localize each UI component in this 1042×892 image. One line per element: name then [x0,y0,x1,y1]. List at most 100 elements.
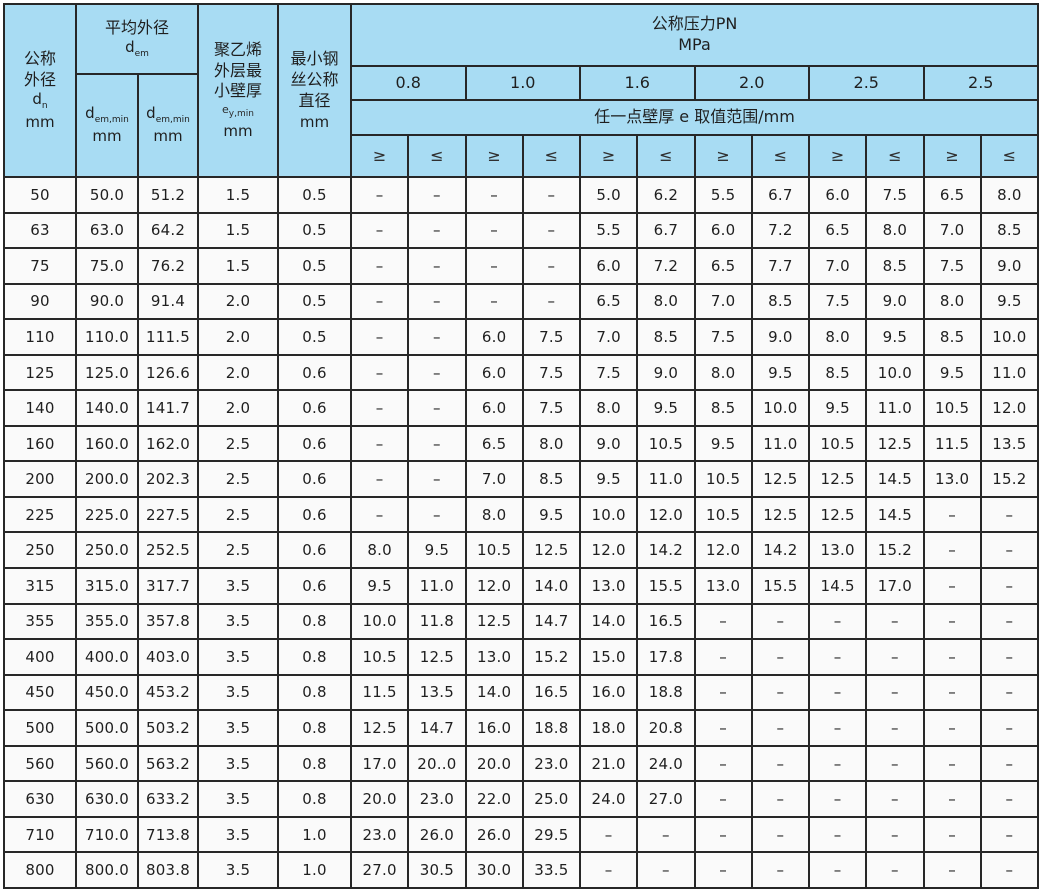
cell-e-value: 10.5 [695,497,753,534]
cell-e-value: – [810,853,868,889]
header-pn-title: 公称压力PN MPa [352,5,1039,67]
cell-e-value: 8.5 [981,213,1039,250]
cell-e-value: – [867,817,925,854]
cell-e-value: 11.8 [409,604,467,641]
cell-pe-min-wall: 2.5 [199,533,279,570]
cell-dem-min: 500.0 [77,711,139,747]
cell-e-value: 26.0 [466,817,524,854]
cell-e-value: 14.0 [466,675,524,712]
cell-pe-min-wall: 1.5 [199,178,279,214]
cell-e-value: 12.5 [810,497,868,534]
cell-e-value: – [352,178,410,214]
cell-e-value: – [981,569,1039,605]
cell-wire-dia: 0.6 [279,497,352,534]
cell-wire-dia: 0.8 [279,675,352,712]
cell-dem-max: 91.4 [139,284,199,321]
cell-e-value: 14.0 [523,569,581,605]
cell-e-value: 8.5 [695,391,753,427]
cell-pe-min-wall: 3.5 [199,782,279,818]
cell-e-value: 5.5 [581,213,639,250]
cell-dn: 500 [5,711,77,747]
cell-e-value: – [409,249,467,285]
cell-dem-min: 140.0 [77,391,139,427]
cell-e-value: – [409,391,467,427]
cell-e-value: 23.0 [523,746,581,783]
cell-dem-max: 803.8 [139,853,199,889]
cell-e-value: 23.0 [409,782,467,818]
cell-e-value: 7.0 [924,213,982,250]
cell-e-value: – [981,640,1039,676]
cell-e-value: 22.0 [466,782,524,818]
cell-e-value: 7.5 [924,249,982,285]
cell-e-value: – [810,675,868,712]
pipe-spec-table: 公称 外径 dn mm 平均外径 dem dem,min mm dem,min … [3,3,1039,889]
header-pe-layer-symbol: ey,min [222,103,254,120]
cell-e-value: 6.0 [581,249,639,285]
cell-dn: 450 [5,675,77,712]
cell-e-value: – [523,213,581,250]
cell-e-value: – [523,178,581,214]
cell-e-value: – [352,320,410,356]
cell-e-value: 21.0 [581,746,639,783]
header-pn-unit: MPa [678,35,711,54]
cell-dem-min: 50.0 [77,178,139,214]
cell-e-value: – [867,711,925,747]
cell-e-value: 6.0 [466,320,524,356]
cell-pe-min-wall: 1.5 [199,249,279,285]
cell-wire-dia: 0.5 [279,284,352,321]
cell-e-value: 8.0 [523,426,581,463]
cell-e-value: – [752,640,810,676]
cell-e-value: 8.0 [981,178,1039,214]
cell-e-value: 12.5 [466,604,524,641]
cell-e-value: 24.0 [581,782,639,818]
cell-dem-min: 250.0 [77,533,139,570]
header-dem-min-1-unit: mm [92,126,122,145]
cell-e-value: 12.5 [867,426,925,463]
cell-dem-max: 126.6 [139,355,199,392]
cell-e-value: 8.5 [523,462,581,498]
cell-e-value: 9.5 [581,462,639,498]
cell-pe-min-wall: 3.5 [199,569,279,605]
cell-e-value: 16.5 [638,604,696,641]
cell-dn: 200 [5,462,77,498]
cell-e-value: – [638,817,696,854]
cell-e-value: 10.5 [810,426,868,463]
cell-e-value: 7.2 [752,213,810,250]
cell-e-value: 9.5 [810,391,868,427]
cell-e-value: 10.5 [924,391,982,427]
cell-e-value: – [752,782,810,818]
cell-e-value: 8.0 [924,284,982,321]
cell-e-value: – [924,782,982,818]
cell-e-value: 12.0 [695,533,753,570]
header-dem-min-1-symbol: dem,min [85,103,129,125]
cell-e-value: 7.5 [581,355,639,392]
cell-e-value: – [810,604,868,641]
header-pn-2.0: 2.0 [695,67,810,101]
cell-dem-max: 64.2 [139,213,199,250]
cell-dn: 630 [5,782,77,818]
cell-e-value: 33.5 [523,853,581,889]
cell-dn: 140 [5,391,77,427]
cell-e-value: 7.5 [523,391,581,427]
cell-e-value: – [867,853,925,889]
header-wall-range-label: 任一点壁厚 e 取值范围/mm [352,101,1039,136]
ge-icon: ≥ [466,136,524,178]
cell-pe-min-wall: 3.5 [199,675,279,712]
ge-icon: ≥ [695,136,753,178]
cell-e-value: 14.0 [581,604,639,641]
cell-e-value: 9.5 [981,284,1039,321]
cell-e-value: – [695,711,753,747]
cell-e-value: 8.0 [638,284,696,321]
cell-e-value: 15.5 [638,569,696,605]
cell-e-value: 7.0 [581,320,639,356]
cell-dem-max: 563.2 [139,746,199,783]
cell-e-value: 13.0 [466,640,524,676]
le-icon: ≤ [981,136,1039,178]
cell-dem-max: 403.0 [139,640,199,676]
cell-e-value: 29.5 [523,817,581,854]
cell-dn: 63 [5,213,77,250]
cell-e-value: 30.5 [409,853,467,889]
cell-e-value: 17.0 [867,569,925,605]
cell-dem-max: 51.2 [139,178,199,214]
cell-e-value: 11.0 [867,391,925,427]
